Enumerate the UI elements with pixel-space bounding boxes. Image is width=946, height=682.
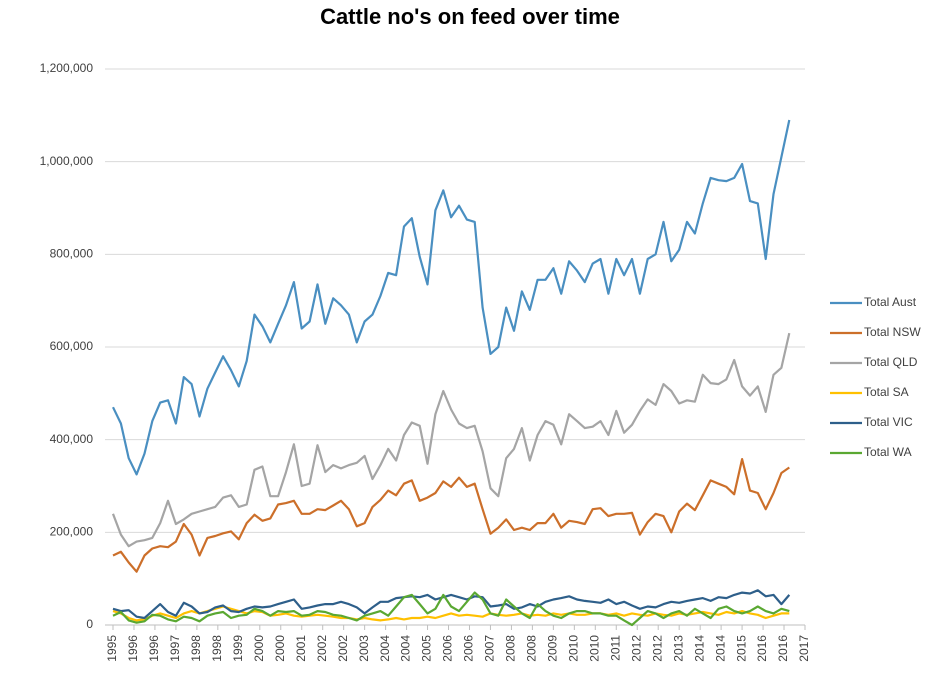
x-tick-label: 2008 xyxy=(504,635,518,662)
x-tick-label: 2000 xyxy=(252,635,266,662)
x-tick-label: 2017 xyxy=(797,635,811,662)
y-tick-label: 600,000 xyxy=(50,339,94,353)
x-tick-label: 2011 xyxy=(608,635,622,661)
legend-label: Total NSW xyxy=(864,325,921,339)
legend-label: Total Aust xyxy=(864,295,917,309)
x-tick-label: 2013 xyxy=(671,635,685,662)
x-tick-label: 2006 xyxy=(462,635,476,662)
y-tick-label: 0 xyxy=(86,617,93,631)
y-tick-label: 200,000 xyxy=(50,525,94,539)
x-tick-label: 1998 xyxy=(210,635,224,662)
legend-label: Total SA xyxy=(864,385,909,399)
y-tick-label: 400,000 xyxy=(50,432,94,446)
chart-title: Cattle no's on feed over time xyxy=(320,4,620,29)
legend-label: Total WA xyxy=(864,445,912,459)
x-tick-label: 2002 xyxy=(336,635,350,662)
series-line xyxy=(112,119,791,476)
x-tick-label: 2010 xyxy=(587,635,601,662)
y-tick-label: 1,200,000 xyxy=(40,61,94,75)
x-tick-label: 2016 xyxy=(755,635,769,662)
x-tick-label: 2016 xyxy=(776,635,790,662)
x-tick-label: 2004 xyxy=(399,635,413,662)
x-tick-label: 2003 xyxy=(357,635,371,662)
x-tick-label: 2006 xyxy=(441,635,455,662)
x-tick-label: 1998 xyxy=(189,635,203,662)
y-tick-label: 1,000,000 xyxy=(40,154,94,168)
series-line xyxy=(112,589,791,620)
x-tick-label: 2007 xyxy=(483,635,497,662)
x-tick-label: 2005 xyxy=(420,635,434,662)
x-tick-label: 2008 xyxy=(525,635,539,662)
y-tick-label: 800,000 xyxy=(50,247,94,261)
series-line xyxy=(112,458,790,573)
x-tick-label: 2001 xyxy=(294,635,308,662)
x-tick-label: 2004 xyxy=(378,635,392,662)
x-tick-label: 1995 xyxy=(105,635,119,662)
x-tick-label: 2014 xyxy=(692,635,706,662)
x-tick-label: 1996 xyxy=(126,635,140,662)
legend-label: Total QLD xyxy=(864,355,918,369)
x-tick-label: 1999 xyxy=(231,635,245,662)
x-tick-label: 2012 xyxy=(650,635,664,662)
x-tick-label: 1996 xyxy=(147,635,161,662)
legend-label: Total VIC xyxy=(864,415,913,429)
series-line xyxy=(112,591,790,627)
x-tick-label: 2015 xyxy=(734,635,748,662)
x-tick-label: 2014 xyxy=(713,635,727,662)
x-tick-label: 2000 xyxy=(273,635,287,662)
x-tick-label: 1997 xyxy=(168,635,182,662)
x-tick-label: 2010 xyxy=(567,635,581,662)
x-tick-label: 2009 xyxy=(546,635,560,662)
x-tick-label: 2012 xyxy=(629,635,643,662)
series-line xyxy=(111,332,791,548)
x-tick-label: 2002 xyxy=(315,635,329,662)
